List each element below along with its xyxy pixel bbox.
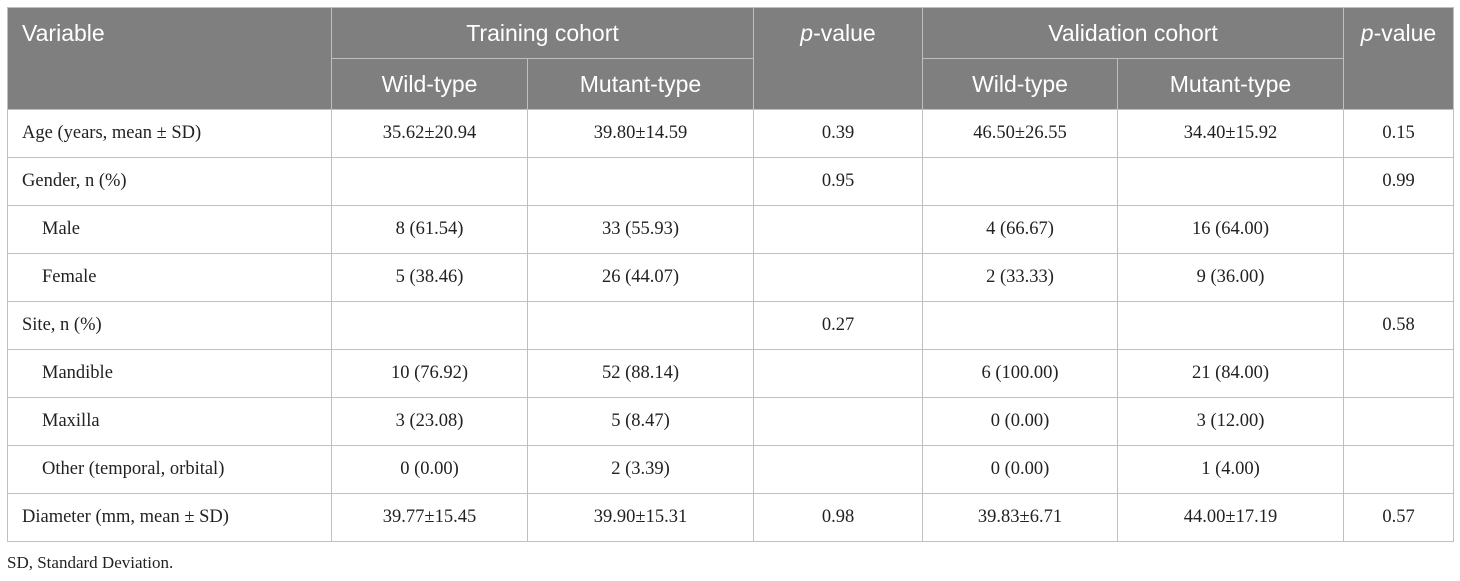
training-mutant-type-cell: 26 (44.07) <box>527 253 754 302</box>
training-mutant-type-cell: 2 (3.39) <box>527 445 754 494</box>
training-p-value-cell <box>753 253 923 302</box>
table-row: Male 8 (61.54) 33 (55.93) 4 (66.67) 16 (… <box>7 205 1454 254</box>
training-p-value-cell <box>753 205 923 254</box>
training-wild-type-cell: 3 (23.08) <box>331 397 528 446</box>
training-wild-type-cell <box>331 301 528 350</box>
training-mutant-type-cell: 39.90±15.31 <box>527 493 754 542</box>
training-mutant-type-cell: 5 (8.47) <box>527 397 754 446</box>
validation-p-value-cell <box>1343 349 1454 398</box>
training-p-value-cell <box>753 397 923 446</box>
header-training-wild-type: Wild-type <box>331 58 528 110</box>
training-wild-type-cell: 5 (38.46) <box>331 253 528 302</box>
validation-p-value-cell: 0.99 <box>1343 157 1454 206</box>
validation-p-value-cell <box>1343 397 1454 446</box>
validation-mutant-type-cell: 34.40±15.92 <box>1117 109 1344 158</box>
training-mutant-type-cell: 52 (88.14) <box>527 349 754 398</box>
validation-wild-type-cell: 0 (0.00) <box>922 445 1118 494</box>
training-wild-type-cell: 0 (0.00) <box>331 445 528 494</box>
validation-mutant-type-cell <box>1117 157 1344 206</box>
header-validation-wild-type: Wild-type <box>922 58 1118 110</box>
validation-p-value-cell <box>1343 445 1454 494</box>
training-p-value-cell <box>753 445 923 494</box>
training-p-value-cell: 0.98 <box>753 493 923 542</box>
cohort-characteristics-table-wrap: Variable Training cohort p-value Validat… <box>7 7 1454 542</box>
validation-wild-type-cell: 39.83±6.71 <box>922 493 1118 542</box>
table-row: Mandible 10 (76.92) 52 (88.14) 6 (100.00… <box>7 349 1454 398</box>
validation-wild-type-cell: 6 (100.00) <box>922 349 1118 398</box>
validation-p-value-cell: 0.15 <box>1343 109 1454 158</box>
validation-mutant-type-cell: 44.00±17.19 <box>1117 493 1344 542</box>
table-row: Age (years, mean ± SD) 35.62±20.94 39.80… <box>7 109 1454 158</box>
row-label: Mandible <box>7 349 332 398</box>
validation-mutant-type-cell: 21 (84.00) <box>1117 349 1344 398</box>
table-row: Female 5 (38.46) 26 (44.07) 2 (33.33) 9 … <box>7 253 1454 302</box>
p-italic: p <box>1360 20 1374 46</box>
header-training-cohort: Training cohort <box>331 7 754 59</box>
p-value-suffix: -value <box>1373 20 1437 46</box>
table-row: Diameter (mm, mean ± SD) 39.77±15.45 39.… <box>7 493 1454 542</box>
row-label: Male <box>7 205 332 254</box>
training-mutant-type-cell <box>527 301 754 350</box>
validation-p-value-cell: 0.57 <box>1343 493 1454 542</box>
header-variable: Variable <box>7 7 332 110</box>
header-validation-p-value: p-value <box>1343 7 1454 110</box>
training-wild-type-cell: 35.62±20.94 <box>331 109 528 158</box>
training-p-value-cell: 0.39 <box>753 109 923 158</box>
header-training-mutant-type: Mutant-type <box>527 58 754 110</box>
validation-p-value-cell: 0.58 <box>1343 301 1454 350</box>
row-label: Age (years, mean ± SD) <box>7 109 332 158</box>
row-label: Maxilla <box>7 397 332 446</box>
header-row-2: Wild-type Mutant-type Wild-type Mutant-t… <box>8 58 1454 110</box>
training-p-value-cell: 0.95 <box>753 157 923 206</box>
row-label: Female <box>7 253 332 302</box>
table-row: Gender, n (%) 0.95 0.99 <box>7 157 1454 206</box>
validation-mutant-type-cell: 1 (4.00) <box>1117 445 1344 494</box>
validation-wild-type-cell: 0 (0.00) <box>922 397 1118 446</box>
p-italic: p <box>800 20 814 46</box>
header-training-p-value: p-value <box>753 7 923 110</box>
validation-mutant-type-cell <box>1117 301 1344 350</box>
training-mutant-type-cell <box>527 157 754 206</box>
training-p-value-cell <box>753 349 923 398</box>
row-label: Diameter (mm, mean ± SD) <box>7 493 332 542</box>
training-mutant-type-cell: 39.80±14.59 <box>527 109 754 158</box>
training-wild-type-cell: 8 (61.54) <box>331 205 528 254</box>
validation-p-value-cell <box>1343 253 1454 302</box>
row-label: Other (temporal, orbital) <box>7 445 332 494</box>
row-label: Site, n (%) <box>7 301 332 350</box>
training-wild-type-cell: 39.77±15.45 <box>331 493 528 542</box>
header-validation-cohort: Validation cohort <box>922 7 1344 59</box>
validation-wild-type-cell: 2 (33.33) <box>922 253 1118 302</box>
validation-mutant-type-cell: 9 (36.00) <box>1117 253 1344 302</box>
header-validation-mutant-type: Mutant-type <box>1117 58 1344 110</box>
validation-p-value-cell <box>1343 205 1454 254</box>
validation-wild-type-cell <box>922 157 1118 206</box>
p-value-suffix: -value <box>813 20 876 46</box>
validation-wild-type-cell: 4 (66.67) <box>922 205 1118 254</box>
table-footnote: SD, Standard Deviation. <box>7 553 174 572</box>
validation-mutant-type-cell: 3 (12.00) <box>1117 397 1344 446</box>
training-mutant-type-cell: 33 (55.93) <box>527 205 754 254</box>
training-wild-type-cell: 10 (76.92) <box>331 349 528 398</box>
header-row-1: Variable Training cohort p-value Validat… <box>7 7 1454 110</box>
table-row: Maxilla 3 (23.08) 5 (8.47) 0 (0.00) 3 (1… <box>7 397 1454 446</box>
training-p-value-cell: 0.27 <box>753 301 923 350</box>
cohort-characteristics-table: Variable Training cohort p-value Validat… <box>7 7 1454 542</box>
table-row: Other (temporal, orbital) 0 (0.00) 2 (3.… <box>7 445 1454 494</box>
row-label: Gender, n (%) <box>7 157 332 206</box>
validation-wild-type-cell <box>922 301 1118 350</box>
training-wild-type-cell <box>331 157 528 206</box>
validation-wild-type-cell: 46.50±26.55 <box>922 109 1118 158</box>
validation-mutant-type-cell: 16 (64.00) <box>1117 205 1344 254</box>
table-row: Site, n (%) 0.27 0.58 <box>7 301 1454 350</box>
